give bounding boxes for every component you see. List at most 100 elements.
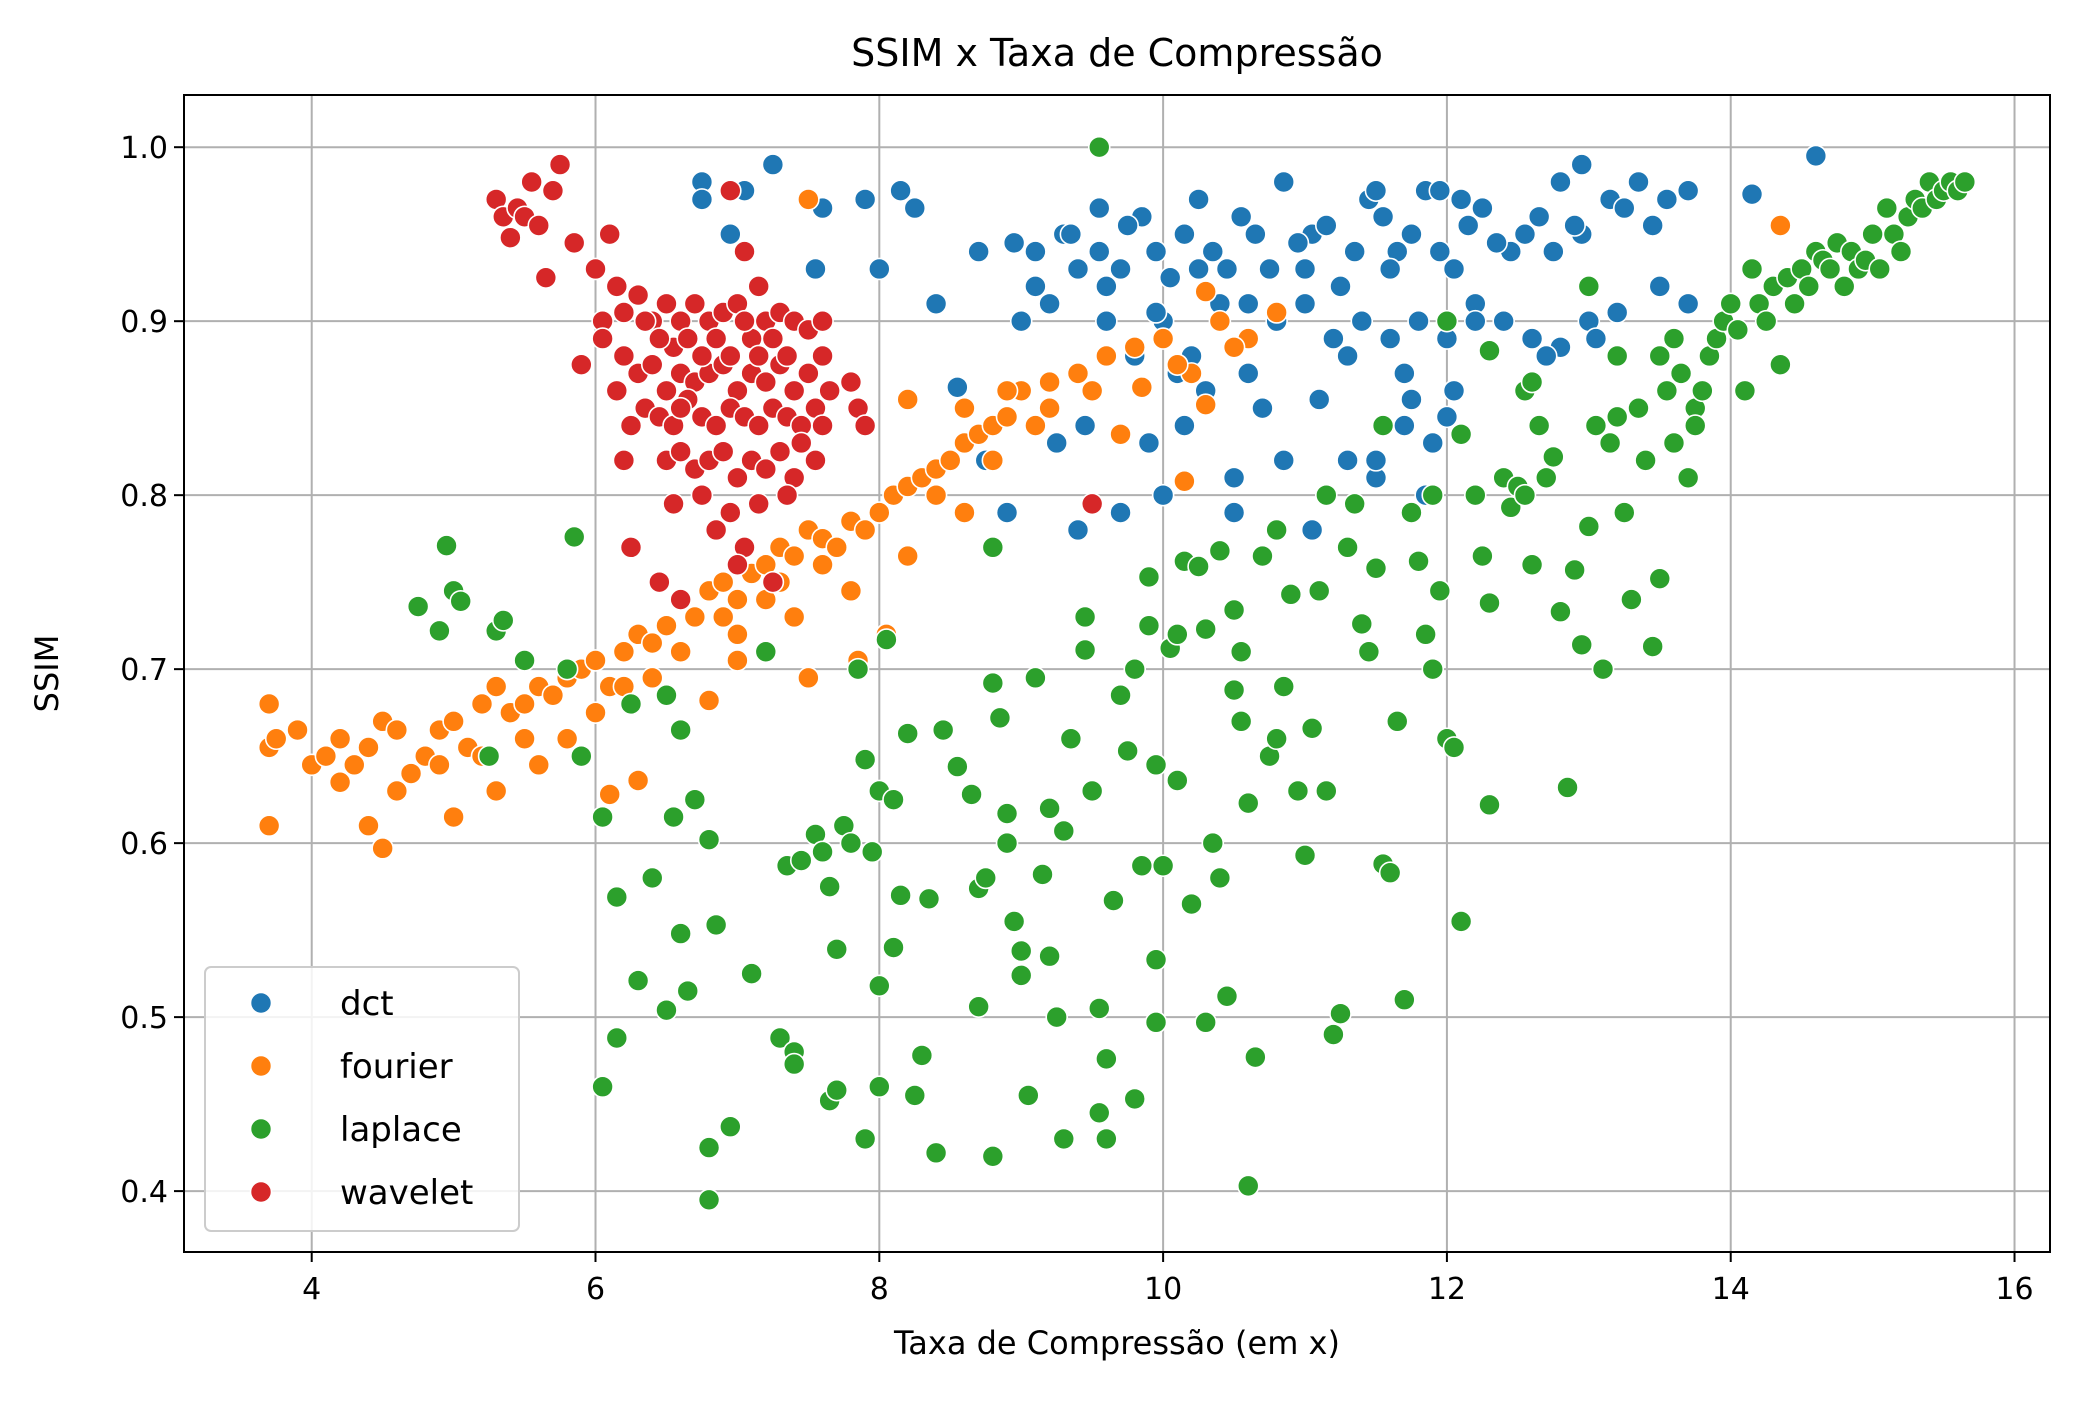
point-wavelet bbox=[562, 231, 586, 255]
point-dct bbox=[1009, 309, 1033, 333]
legend-marker bbox=[249, 991, 273, 1015]
point-wavelet bbox=[768, 440, 792, 463]
point-fourier bbox=[640, 666, 664, 690]
legend-marker bbox=[249, 1180, 273, 1204]
point-laplace bbox=[619, 692, 643, 716]
point-laplace bbox=[1244, 1045, 1267, 1069]
point-laplace bbox=[1315, 483, 1338, 507]
point-dct bbox=[1066, 518, 1090, 542]
point-wavelet bbox=[619, 536, 643, 559]
point-dct bbox=[1676, 292, 1700, 316]
point-dct bbox=[1116, 214, 1139, 237]
legend-label: laplace bbox=[340, 1110, 462, 1150]
point-dct bbox=[1435, 405, 1459, 429]
point-wavelet bbox=[619, 414, 643, 437]
point-dct bbox=[1492, 309, 1515, 333]
point-fourier bbox=[328, 727, 352, 751]
point-laplace bbox=[1953, 170, 1977, 194]
point-laplace bbox=[1137, 614, 1161, 637]
point-fourier bbox=[853, 518, 877, 542]
point-laplace bbox=[789, 849, 813, 872]
point-dct bbox=[1173, 222, 1196, 246]
point-laplace bbox=[1414, 623, 1437, 646]
point-laplace bbox=[1527, 414, 1551, 437]
point-fourier bbox=[342, 753, 366, 777]
point-wavelet bbox=[775, 344, 799, 368]
point-laplace bbox=[1265, 727, 1288, 751]
point-laplace bbox=[1059, 727, 1083, 751]
point-wavelet bbox=[648, 327, 671, 350]
point-laplace bbox=[1577, 275, 1601, 298]
point-dct bbox=[1520, 327, 1544, 350]
point-fourier bbox=[726, 623, 749, 646]
point-laplace bbox=[875, 628, 898, 651]
point-laplace bbox=[768, 1026, 792, 1050]
point-fourier bbox=[1038, 370, 1061, 394]
point-dct bbox=[1229, 205, 1253, 229]
point-fourier bbox=[655, 614, 678, 637]
point-wavelet bbox=[719, 179, 742, 202]
point-dct bbox=[1442, 379, 1466, 403]
series-wavelet bbox=[484, 153, 1104, 611]
point-laplace bbox=[1868, 257, 1892, 281]
point-dct bbox=[1095, 275, 1118, 298]
x-tick-label: 12 bbox=[1428, 1272, 1466, 1307]
plot-frame bbox=[183, 94, 2051, 1253]
point-fourier bbox=[484, 779, 508, 803]
point-wavelet bbox=[1080, 492, 1104, 516]
point-laplace bbox=[1222, 598, 1246, 622]
point-wavelet bbox=[811, 414, 834, 437]
point-dct bbox=[1612, 196, 1636, 220]
point-wavelet bbox=[648, 570, 671, 594]
point-laplace bbox=[1861, 222, 1884, 246]
point-laplace bbox=[1229, 640, 1253, 664]
point-laplace bbox=[740, 962, 763, 985]
point-wavelet bbox=[719, 344, 742, 368]
point-laplace bbox=[754, 640, 778, 664]
point-fourier bbox=[264, 727, 288, 751]
point-laplace bbox=[811, 840, 834, 864]
point-dct bbox=[1378, 327, 1402, 350]
point-wavelet bbox=[669, 440, 692, 463]
point-wavelet bbox=[804, 449, 827, 472]
axis-ticks: 4 6 8 10 12 14 16 0.4 0.5 0.6 0.7 0.8 0.9 1.0 bbox=[120, 131, 2033, 1307]
point-dct bbox=[1300, 518, 1324, 542]
point-dct bbox=[1804, 144, 1828, 168]
point-laplace bbox=[1343, 492, 1366, 516]
point-fourier bbox=[371, 837, 394, 860]
point-dct bbox=[690, 188, 714, 211]
point-dct bbox=[1627, 170, 1650, 194]
point-fourier bbox=[1095, 344, 1118, 368]
legend-label: dct bbox=[340, 984, 394, 1024]
point-fourier bbox=[385, 779, 409, 803]
point-wavelet bbox=[711, 440, 735, 463]
point-fourier bbox=[1080, 379, 1104, 403]
point-fourier bbox=[1066, 362, 1090, 385]
point-laplace bbox=[1215, 984, 1239, 1008]
point-wavelet bbox=[584, 257, 607, 281]
x-tick-label: 4 bbox=[302, 1272, 321, 1307]
point-laplace bbox=[1612, 501, 1636, 524]
point-laplace bbox=[1194, 1011, 1217, 1034]
point-wavelet bbox=[704, 414, 728, 437]
point-fourier bbox=[953, 396, 976, 420]
point-laplace bbox=[655, 683, 678, 707]
point-fourier bbox=[924, 483, 948, 507]
point-laplace bbox=[1648, 344, 1672, 368]
point-laplace bbox=[1144, 948, 1168, 972]
y-tick-label: 0.5 bbox=[120, 1001, 168, 1036]
point-dct bbox=[1095, 309, 1118, 333]
point-fourier bbox=[584, 649, 607, 672]
legend-marker bbox=[249, 1054, 273, 1078]
point-laplace bbox=[1605, 344, 1629, 368]
point-dct bbox=[868, 257, 891, 281]
point-wavelet bbox=[605, 379, 629, 403]
point-laplace bbox=[1123, 657, 1147, 681]
point-dct bbox=[1364, 449, 1388, 472]
x-tick-label: 8 bbox=[870, 1272, 889, 1307]
point-laplace bbox=[1641, 635, 1664, 658]
point-wavelet bbox=[761, 570, 785, 594]
point-laplace bbox=[1584, 414, 1608, 437]
point-fourier bbox=[385, 718, 409, 742]
point-dct bbox=[1024, 240, 1047, 263]
